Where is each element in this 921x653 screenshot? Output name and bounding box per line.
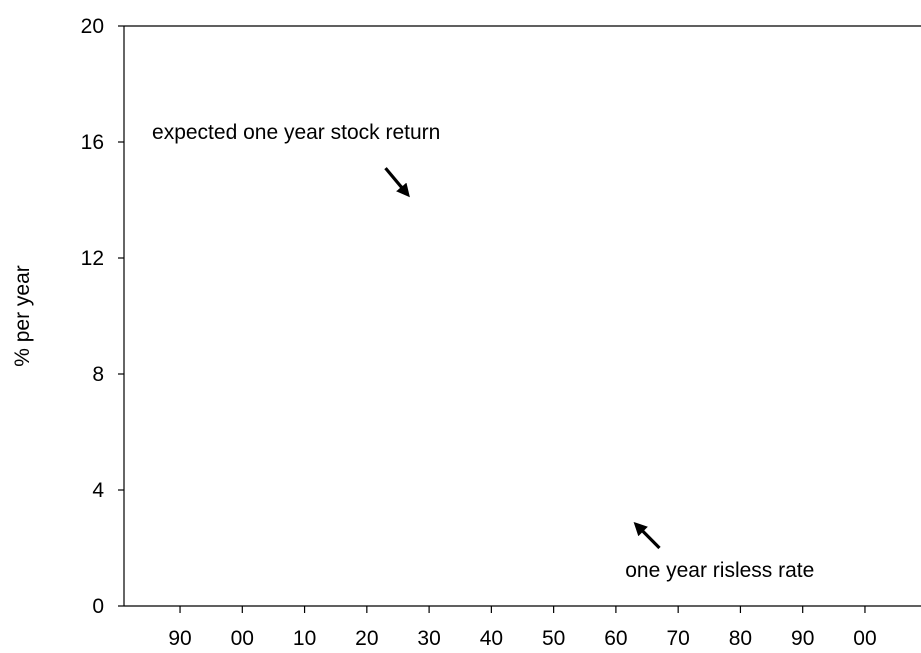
x-tick-label: 00 xyxy=(853,627,876,650)
y-tick-label: 0 xyxy=(92,595,104,618)
y-axis-title: % per year xyxy=(11,265,34,367)
x-tick-label: 50 xyxy=(542,627,565,650)
annotation-label: one year risless rate xyxy=(625,559,814,582)
x-tick-label: 20 xyxy=(355,627,378,650)
plot-area xyxy=(123,25,921,607)
y-axis-ticks: 0 4 8 12 16 20 xyxy=(81,15,124,618)
x-tick-label: 30 xyxy=(417,627,440,650)
x-tick-label: 80 xyxy=(729,627,752,650)
y-tick-label: 16 xyxy=(81,131,104,154)
x-tick-label: 60 xyxy=(604,627,627,650)
x-axis-ticks: 90 00 10 20 30 40 50 60 70 80 90 00 xyxy=(168,606,877,650)
x-tick-label: 90 xyxy=(791,627,814,650)
x-tick-label: 00 xyxy=(231,627,254,650)
y-tick-label: 20 xyxy=(81,15,104,38)
x-tick-label: 10 xyxy=(293,627,316,650)
y-tick-label: 12 xyxy=(81,247,104,270)
x-tick-label: 70 xyxy=(666,627,689,650)
annotation-label: expected one year stock return xyxy=(152,121,440,144)
annotation-arrow-icon xyxy=(384,167,410,198)
annotation-arrow-icon xyxy=(633,521,661,550)
x-tick-label: 40 xyxy=(480,627,503,650)
y-tick-label: 8 xyxy=(92,363,104,386)
y-tick-label: 4 xyxy=(92,479,104,502)
annotations: expected one year stock return one year r… xyxy=(152,121,814,582)
x-tick-label: 90 xyxy=(168,627,191,650)
